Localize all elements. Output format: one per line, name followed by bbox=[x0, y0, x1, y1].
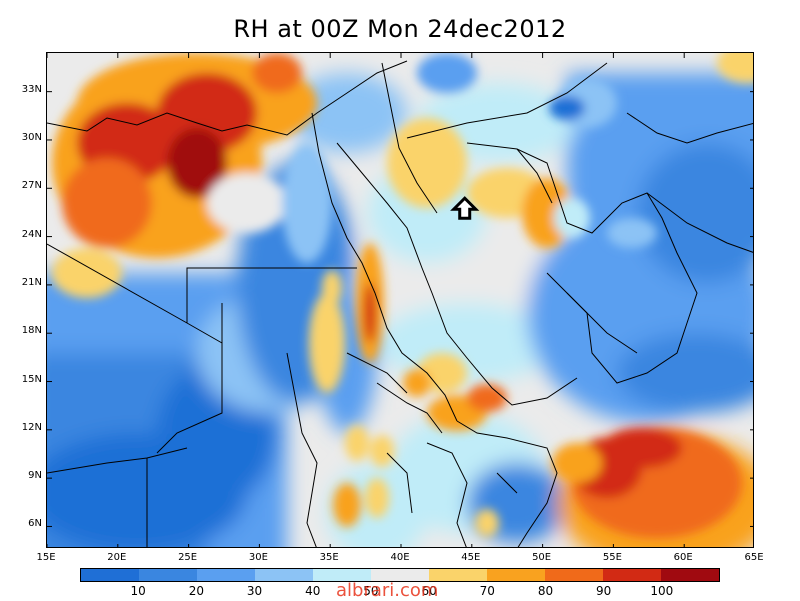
colorbar-label: 30 bbox=[246, 584, 263, 598]
lat-label: 18N bbox=[21, 325, 42, 337]
lat-label: 27N bbox=[21, 180, 42, 192]
colorbar-swatch bbox=[197, 569, 255, 581]
lat-label: 24N bbox=[21, 228, 42, 240]
watermark: albrari.com bbox=[336, 580, 439, 601]
lon-label: 60E bbox=[673, 552, 693, 563]
colorbar-label: 40 bbox=[305, 584, 321, 598]
lon-label: 20E bbox=[107, 552, 127, 563]
lon-label: 50E bbox=[532, 552, 552, 563]
lon-label: 15E bbox=[36, 552, 56, 563]
lat-label: 6N bbox=[28, 518, 42, 530]
lat-label: 21N bbox=[21, 276, 42, 288]
rh-field-detail bbox=[52, 53, 753, 538]
lat-label: 12N bbox=[21, 421, 42, 433]
house-arrow-icon bbox=[450, 196, 480, 220]
colorbar-label: 50 bbox=[363, 584, 379, 598]
colorbar-swatch bbox=[313, 569, 371, 581]
rh-map bbox=[46, 52, 754, 548]
colorbar-swatch bbox=[429, 569, 487, 581]
colorbar-swatch bbox=[371, 569, 429, 581]
rh-map-svg bbox=[47, 53, 753, 547]
colorbar-swatch bbox=[487, 569, 545, 581]
colorbar-label: 10 bbox=[130, 584, 146, 598]
colorbar-label: 20 bbox=[188, 584, 204, 598]
lon-label: 30E bbox=[248, 552, 268, 563]
lon-label: 55E bbox=[602, 552, 622, 563]
lat-label: 15N bbox=[21, 373, 42, 385]
boundary-lines bbox=[47, 60, 753, 547]
lat-label: 9N bbox=[28, 470, 42, 482]
colorbar bbox=[80, 568, 720, 582]
colorbar-swatch bbox=[661, 569, 719, 581]
colorbar-label: 70 bbox=[479, 584, 495, 598]
lat-label: 33N bbox=[21, 83, 42, 95]
lon-label: 65E bbox=[744, 552, 764, 563]
lon-label: 25E bbox=[178, 552, 198, 563]
colorbar-swatch bbox=[603, 569, 661, 581]
lat-label: 30N bbox=[21, 131, 42, 143]
lon-label: 35E bbox=[319, 552, 339, 563]
colorbar-swatch bbox=[81, 569, 139, 581]
colorbar-swatch bbox=[545, 569, 603, 581]
colorbar-label: 100 bbox=[650, 584, 674, 598]
colorbar-label: 90 bbox=[595, 584, 612, 598]
lon-label: 40E bbox=[390, 552, 410, 563]
lon-label: 45E bbox=[461, 552, 481, 563]
map-title: RH at 00Z Mon 24dec2012 bbox=[233, 15, 567, 43]
colorbar-label: 60 bbox=[421, 584, 437, 598]
colorbar-swatch bbox=[139, 569, 197, 581]
colorbar-swatch bbox=[255, 569, 313, 581]
colorbar-label: 80 bbox=[537, 584, 554, 598]
